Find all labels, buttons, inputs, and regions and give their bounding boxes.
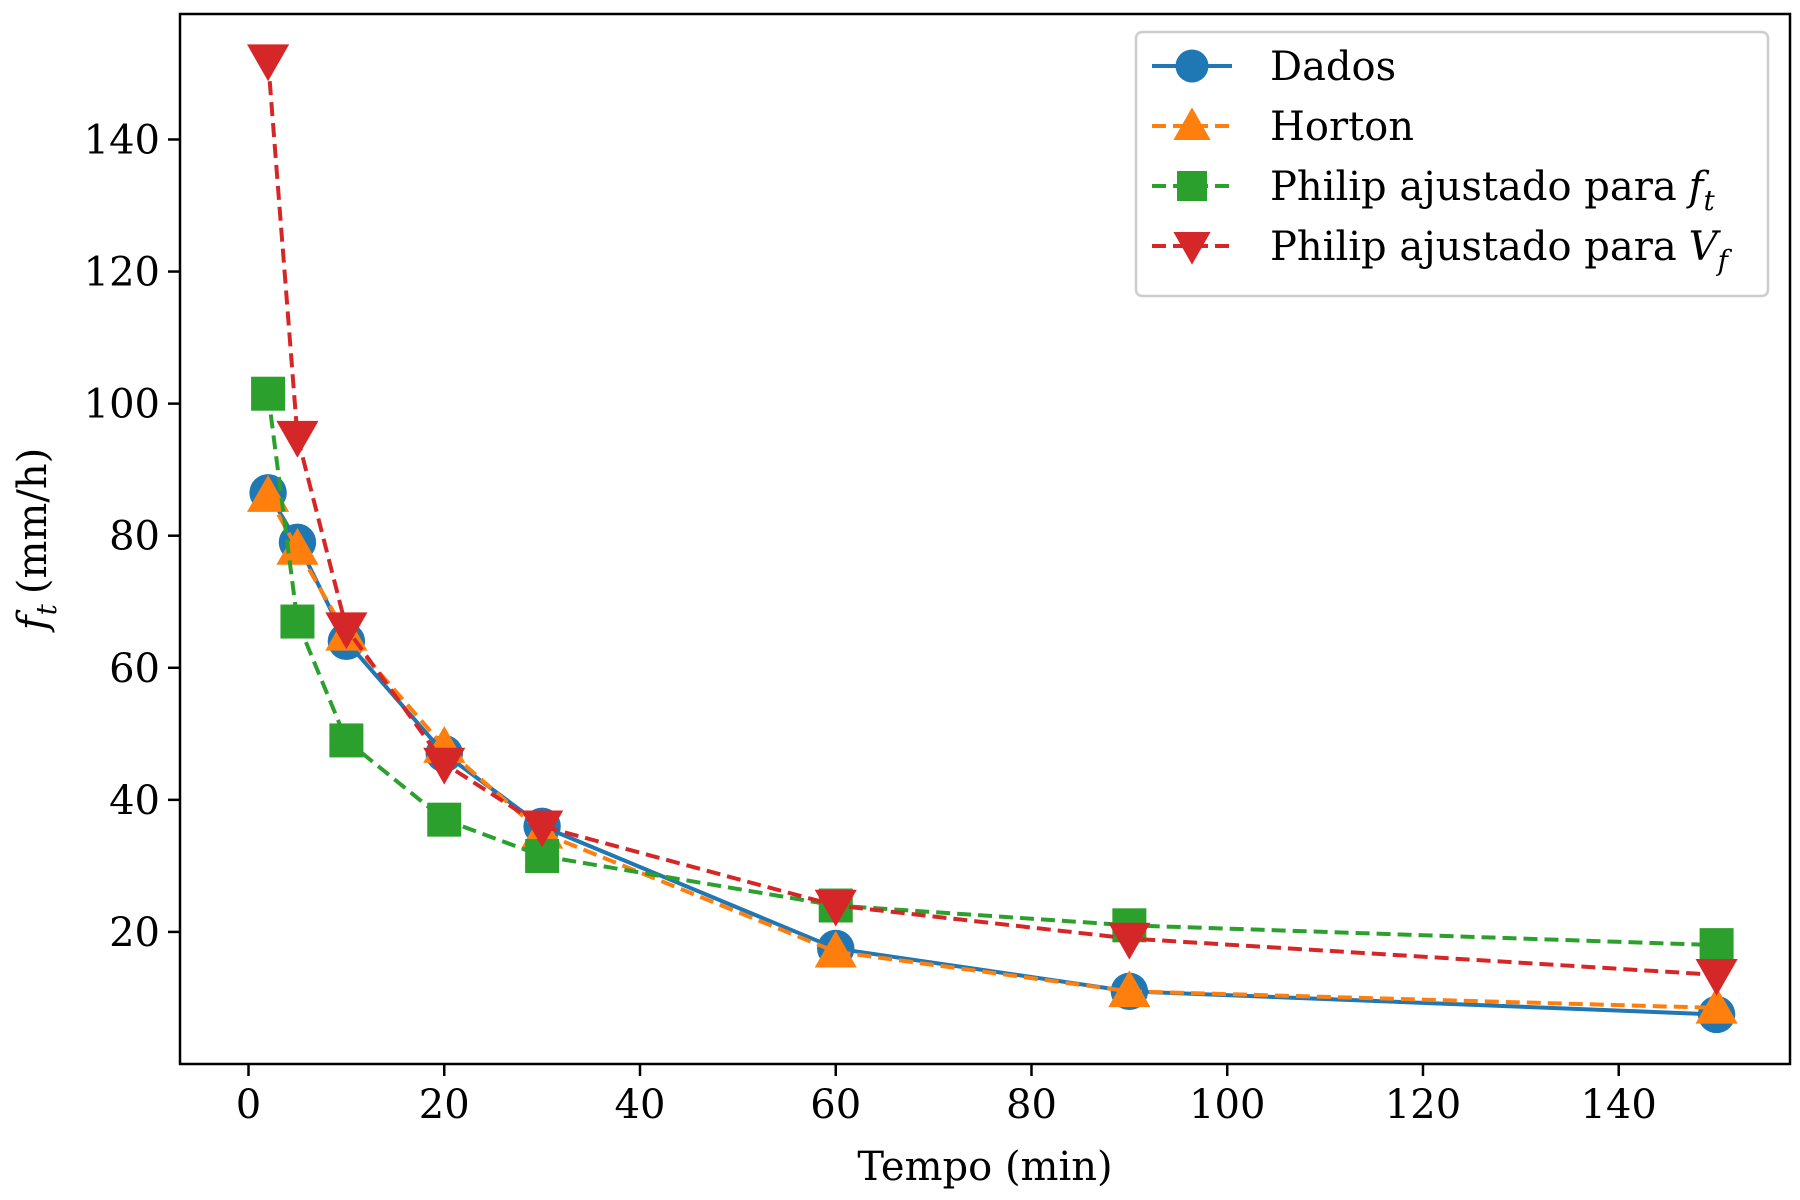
legend-entry: Philip ajustado para Vf bbox=[1152, 224, 1733, 277]
y-tick-label: 80 bbox=[109, 514, 160, 560]
data-point bbox=[247, 474, 290, 512]
data-point bbox=[251, 376, 286, 411]
data-point bbox=[1699, 928, 1734, 963]
legend-label: Philip ajustado para ft bbox=[1270, 164, 1715, 217]
series-line bbox=[266, 393, 1717, 948]
legend-box bbox=[1134, 30, 1770, 298]
legend-entry: Dados bbox=[1152, 44, 1396, 90]
x-tick-label: 40 bbox=[615, 1082, 666, 1128]
x-tick-label: 0 bbox=[236, 1082, 261, 1128]
x-axis-label: Tempo (min) bbox=[857, 1144, 1112, 1190]
y-axis: 20 40 60 80 100 120 140 bbox=[84, 117, 180, 956]
data-point bbox=[280, 604, 315, 639]
data-point bbox=[521, 810, 564, 848]
data-point bbox=[325, 612, 368, 650]
x-tick-label: 20 bbox=[419, 1082, 470, 1128]
data-point bbox=[814, 930, 857, 968]
x-tick-label: 120 bbox=[1385, 1082, 1461, 1128]
legend-entry: Horton bbox=[1152, 104, 1414, 150]
data-point bbox=[247, 44, 290, 82]
data-point bbox=[1695, 959, 1738, 996]
data-point bbox=[1108, 922, 1151, 960]
series-line bbox=[266, 495, 1717, 1010]
legend-marker bbox=[1173, 232, 1211, 265]
x-tick-label: 100 bbox=[1189, 1082, 1265, 1128]
x-axis: 0 20 40 60 80 100 120 140 bbox=[236, 1064, 1657, 1128]
y-axis-label: ft(mm/h) bbox=[10, 448, 63, 633]
data-point bbox=[427, 802, 462, 837]
x-tick-label: 140 bbox=[1581, 1082, 1657, 1128]
y-tick-label: 20 bbox=[109, 910, 160, 956]
legend: Dados Horton Philip ajustado para ft Philip … bbox=[1134, 30, 1770, 298]
series-1 bbox=[249, 474, 1736, 1034]
y-tick-label: 140 bbox=[84, 117, 160, 163]
y-tick-label: 120 bbox=[84, 250, 160, 296]
x-tick-label: 60 bbox=[810, 1082, 861, 1128]
data-point bbox=[1695, 986, 1738, 1024]
legend-entry: Philip ajustado para ft bbox=[1152, 164, 1715, 217]
series-line bbox=[266, 60, 1717, 977]
data-point bbox=[276, 527, 319, 565]
x-tick-label: 80 bbox=[1006, 1082, 1057, 1128]
data-point bbox=[1108, 970, 1151, 1008]
y-tick-label: 40 bbox=[109, 778, 160, 824]
series-layer bbox=[247, 44, 1738, 1034]
y-tick-label: 100 bbox=[84, 382, 160, 428]
data-point bbox=[329, 723, 364, 758]
legend-label: Philip ajustado para Vf bbox=[1270, 224, 1733, 277]
y-tick-label: 60 bbox=[109, 646, 160, 692]
series-4 bbox=[247, 44, 1738, 996]
series-3 bbox=[251, 376, 1734, 963]
legend-label: Horton bbox=[1270, 104, 1414, 150]
legend-label: Dados bbox=[1270, 44, 1396, 90]
plot-frame bbox=[178, 12, 1792, 1066]
series-2 bbox=[247, 474, 1738, 1024]
data-point bbox=[423, 747, 466, 785]
legend-marker bbox=[1173, 107, 1211, 140]
series-line bbox=[266, 491, 1717, 1017]
legend-marker bbox=[1177, 171, 1207, 201]
data-point bbox=[814, 889, 857, 927]
data-point bbox=[276, 420, 319, 458]
legend-marker bbox=[1175, 49, 1209, 83]
